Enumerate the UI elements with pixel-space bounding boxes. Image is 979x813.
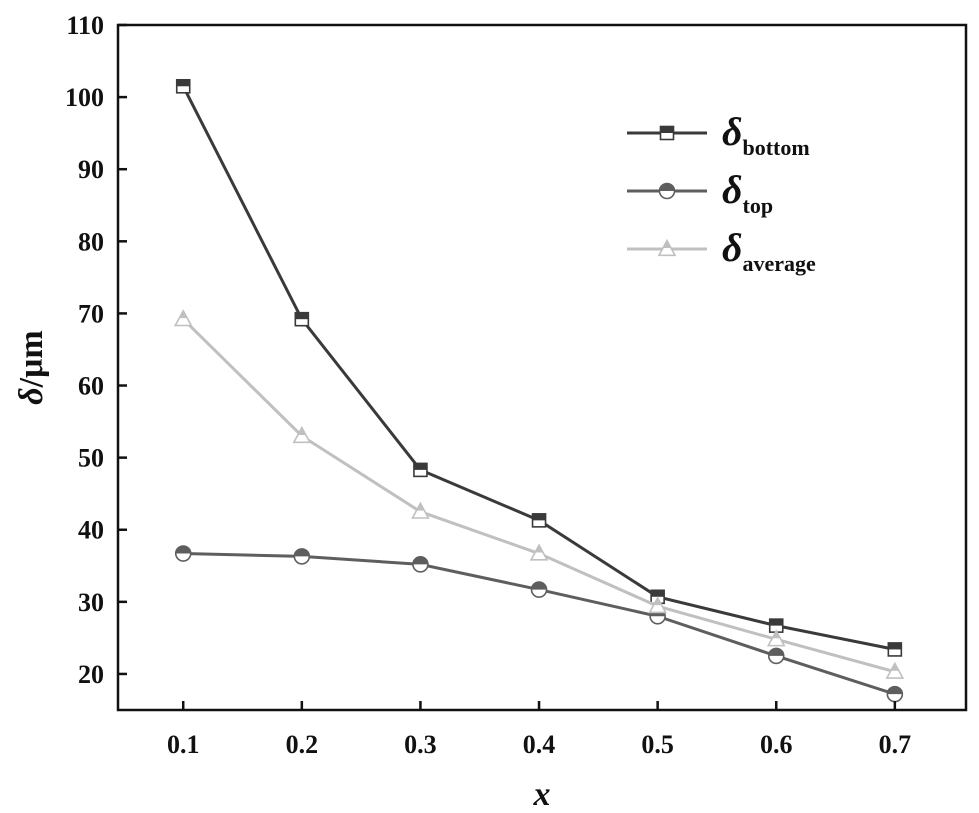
data-point (886, 685, 904, 703)
series-top (174, 545, 904, 703)
y-tick-label: 90 (78, 155, 104, 184)
legend-symbol: δ (722, 109, 743, 154)
data-point (529, 543, 549, 561)
legend-label: δaverage (722, 225, 816, 276)
x-tick-label: 0.1 (167, 730, 200, 759)
series-layer (173, 78, 905, 703)
x-tick-label: 0.6 (760, 730, 793, 759)
legend-subscript: top (743, 193, 774, 218)
point-marker-fill (412, 556, 428, 565)
data-point (292, 425, 312, 444)
data-point (885, 661, 905, 679)
point-marker-fill (769, 619, 783, 626)
legend-entry-average: δaverage (627, 225, 816, 276)
data-point (767, 647, 785, 665)
point-marker-fill (416, 503, 425, 511)
point-marker (657, 238, 677, 257)
x-tick-label: 0.5 (641, 730, 674, 759)
data-point (531, 513, 547, 528)
data-point (658, 182, 676, 200)
y-tick-label: 40 (78, 516, 104, 545)
point-marker-fill (535, 545, 544, 553)
point-marker-fill (890, 663, 899, 671)
plot-area (116, 23, 968, 712)
y-axis-symbol: δ (13, 387, 50, 404)
y-axis-unit: /μm (13, 330, 50, 388)
point-marker-fill (176, 79, 190, 87)
point-marker-fill (663, 240, 671, 248)
y-tick-label: 80 (78, 227, 104, 256)
plot-frame (116, 23, 968, 712)
legend-entry-top: δtop (627, 167, 773, 218)
point-marker (885, 661, 905, 679)
data-point (411, 501, 430, 519)
y-tick-label: 110 (66, 11, 104, 40)
point-marker-fill (660, 126, 674, 133)
point-marker-fill (297, 427, 306, 435)
data-point (412, 556, 429, 573)
legend-symbol: δ (722, 167, 743, 212)
point-marker-fill (651, 590, 665, 597)
point-marker-fill (772, 630, 781, 639)
data-point (175, 78, 191, 94)
x-tick-label: 0.2 (286, 730, 319, 759)
series-bottom (175, 78, 903, 657)
data-point (294, 311, 310, 327)
y-tick-label: 100 (65, 83, 104, 112)
point-marker-fill (294, 548, 310, 557)
point-marker-fill (175, 546, 191, 554)
data-point (648, 596, 667, 614)
data-point (887, 642, 903, 657)
point-marker-fill (659, 183, 675, 191)
x-axis-title: x (533, 776, 551, 813)
y-tick-label: 50 (78, 444, 104, 473)
series-line (182, 318, 896, 674)
data-point (766, 629, 786, 647)
point-marker-fill (768, 648, 784, 656)
series-average (173, 309, 905, 679)
data-point (174, 545, 192, 562)
point-marker-fill (531, 582, 547, 590)
point-marker-fill (887, 686, 903, 695)
point-marker-fill (413, 463, 427, 470)
y-axis-title: δ/μm (13, 330, 50, 404)
legend-label: δtop (722, 167, 773, 218)
axes: 20 30 40 50 60 70 80 90 100 110 0.1 0.2 0.3 0.4 0.5 0.6… (13, 11, 911, 813)
data-point (657, 238, 677, 257)
data-point (659, 125, 675, 141)
series-line (183, 552, 896, 696)
data-point (293, 548, 311, 565)
point-marker-fill (653, 597, 662, 606)
point-marker-fill (295, 312, 309, 320)
legend-subscript: average (743, 251, 817, 276)
y-tick-label: 70 (78, 299, 104, 328)
point-marker-fill (179, 310, 188, 319)
point-marker-fill (532, 513, 546, 521)
x-tick-label: 0.7 (879, 730, 912, 759)
data-point (530, 581, 548, 598)
legend-subscript: bottom (743, 135, 810, 160)
y-tick-label: 30 (78, 588, 104, 617)
x-tick-label: 0.4 (523, 730, 556, 759)
x-tick-label: 0.3 (404, 730, 437, 759)
point-marker-fill (888, 642, 902, 650)
y-tick-label: 20 (78, 660, 104, 689)
data-point (413, 462, 428, 478)
legend-entry-bottom: δbottom (627, 109, 810, 160)
y-tick-label: 60 (78, 372, 104, 401)
legend-label: δbottom (722, 109, 810, 160)
legend-symbol: δ (722, 225, 743, 270)
series-line (181, 85, 896, 651)
data-point (173, 309, 193, 327)
